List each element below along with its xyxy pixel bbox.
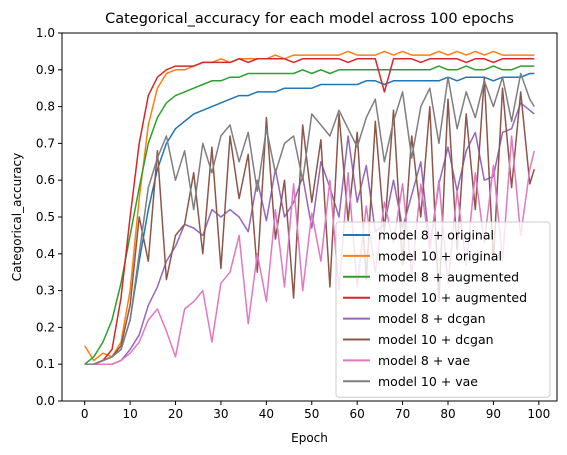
y-tick-label: 0.5: [36, 210, 55, 224]
x-axis: 0 10 20 30 40 50 60 70 80 90 100: [81, 401, 550, 421]
y-axis: 0.0 0.1 0.2 0.3 0.4 0.5 0.6 0.7 0.8 0.9 1.0: [36, 26, 62, 408]
x-tick-label: 50: [304, 407, 319, 421]
series-line-6: [84, 76, 536, 365]
y-tick-label: 0.0: [36, 394, 55, 408]
series-layer: [84, 50, 536, 365]
y-tick-label: 0.7: [36, 136, 55, 150]
series-line-1: [84, 72, 535, 365]
series-line-8: [84, 72, 535, 365]
y-tick-label: 0.8: [36, 100, 55, 114]
legend-box: [335, 221, 551, 398]
x-tick-label: 20: [168, 407, 183, 421]
legend-item-label: model 8 + dcgan: [378, 311, 486, 326]
y-tick-label: 0.9: [36, 63, 55, 77]
x-tick-label: 100: [527, 407, 550, 421]
legend: model 8 + original model 10 + original mod…: [335, 221, 551, 398]
x-tick-label: 70: [395, 407, 410, 421]
legend-item-label: model 8 + augmented: [378, 269, 519, 284]
series-line-4: [84, 58, 535, 365]
x-tick-label: 80: [440, 407, 455, 421]
y-tick-label: 0.6: [36, 173, 55, 187]
x-tick-label: 0: [81, 407, 89, 421]
legend-item-label: model 8 + original: [378, 228, 494, 243]
y-tick-label: 0.2: [36, 320, 55, 334]
legend-item-label: model 10 + original: [378, 248, 502, 263]
legend-item-label: model 10 + augmented: [378, 290, 527, 305]
x-tick-label: 90: [486, 407, 501, 421]
chart-title: Categorical_accuracy for each model acro…: [105, 11, 514, 27]
x-tick-label: 10: [122, 407, 137, 421]
y-tick-label: 1.0: [36, 26, 55, 40]
y-tick-label: 0.4: [36, 247, 55, 261]
x-tick-label: 30: [213, 407, 228, 421]
series-line-2: [84, 50, 535, 362]
x-tick-label: 40: [259, 407, 274, 421]
y-axis-label: Categorical_accuracy: [10, 153, 24, 281]
legend-item-label: model 10 + vae: [378, 374, 478, 389]
x-axis-label: Epoch: [291, 431, 328, 445]
x-tick-label: 60: [350, 407, 365, 421]
legend-item-label: model 10 + dcgan: [378, 332, 494, 347]
series-line-3: [84, 65, 535, 365]
legend-item-label: model 8 + vae: [378, 353, 470, 368]
y-tick-label: 0.3: [36, 284, 55, 298]
y-tick-label: 0.1: [36, 357, 55, 371]
